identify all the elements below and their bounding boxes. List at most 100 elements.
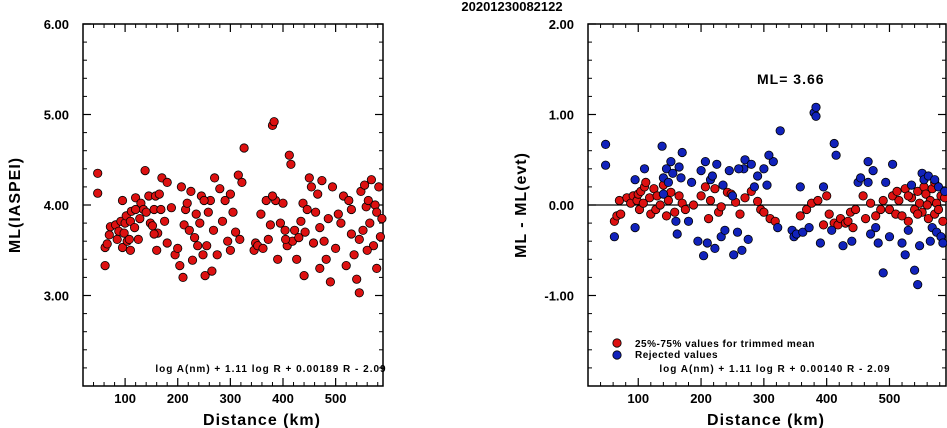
rejected-point: [798, 227, 808, 237]
data-point: [193, 241, 203, 251]
rejected-point: [933, 182, 944, 192]
data-point: [190, 233, 200, 243]
data-point: [795, 211, 805, 221]
y-tick-label: 5.00: [44, 108, 69, 123]
data-point: [822, 191, 832, 201]
data-point: [843, 216, 853, 226]
rejected-point: [795, 182, 805, 192]
data-point: [210, 173, 220, 183]
data-point: [269, 117, 279, 127]
rejected-point: [729, 250, 739, 260]
rejected-point: [914, 241, 925, 251]
data-point: [119, 228, 129, 238]
data-point: [195, 218, 205, 228]
data-point: [688, 200, 699, 210]
rejected-point: [657, 141, 667, 151]
data-point: [644, 193, 655, 203]
data-point: [140, 166, 150, 176]
legend-rejected-label: Rejected values: [635, 350, 718, 361]
data-point: [680, 204, 691, 215]
data-point: [149, 229, 159, 239]
data-points: [93, 117, 387, 298]
data-point: [818, 220, 829, 230]
data-point: [366, 175, 376, 185]
data-point: [198, 250, 208, 260]
rejected-point: [938, 238, 947, 248]
rejected-point: [724, 166, 734, 176]
rejected-point: [677, 147, 687, 158]
data-point: [212, 250, 222, 260]
data-point: [200, 270, 210, 281]
y-axis-label: ML(IASPEI): [7, 157, 24, 253]
data-point: [363, 195, 373, 206]
rejected-point: [831, 150, 841, 160]
data-point: [372, 263, 382, 273]
data-point: [178, 272, 188, 282]
rejected-point: [884, 232, 895, 242]
data-point: [330, 243, 341, 253]
data-point: [133, 234, 143, 244]
figure-title: 20201230082122: [461, 0, 562, 14]
data-point: [286, 159, 296, 169]
rejected-point: [868, 166, 878, 176]
ml-residual-panel: 100 200 300 400 500 -1.00 0.00 1.00 2.00 ML - ML…: [513, 17, 947, 428]
data-point: [93, 188, 103, 198]
rejected-point: [775, 126, 785, 136]
rejected-point: [740, 155, 750, 165]
data-point: [261, 195, 271, 206]
data-point: [914, 198, 925, 208]
rejected-point: [863, 177, 873, 187]
rejected-point: [873, 238, 883, 248]
data-point: [162, 238, 172, 248]
data-point: [375, 232, 385, 242]
data-point: [187, 255, 198, 265]
rejected-point: [811, 111, 821, 121]
data-point: [125, 216, 135, 226]
data-point: [223, 236, 233, 246]
data-point: [716, 202, 726, 212]
rejected-point: [804, 223, 814, 233]
data-point: [801, 204, 812, 215]
formula-label: log A(nm) + 1.11 log R + 0.00189 R - 2.0…: [155, 364, 386, 375]
data-point: [319, 236, 329, 246]
data-point: [112, 234, 122, 244]
rejected-point: [887, 159, 898, 169]
data-point: [641, 177, 651, 187]
rejected-point: [696, 166, 706, 176]
data-point: [752, 196, 763, 206]
rejected-point: [712, 159, 722, 169]
rejected-point: [732, 227, 743, 237]
rejected-point: [630, 175, 640, 185]
data-point: [292, 254, 302, 264]
rejected-point: [698, 251, 709, 261]
data-point: [354, 288, 364, 298]
data-point: [278, 198, 288, 208]
data-point: [267, 191, 278, 201]
formula-label: log A(nm) + 1.11 log R + 0.00140 R - 2.0…: [659, 364, 890, 375]
data-point: [186, 186, 196, 196]
data-point: [207, 266, 217, 276]
rejected-point: [727, 191, 738, 201]
data-point: [850, 204, 861, 215]
data-point: [759, 207, 769, 217]
y-tick-label: -1.00: [544, 289, 574, 304]
data-point: [147, 221, 158, 231]
data-point: [848, 223, 858, 233]
data-point: [217, 216, 228, 226]
rejected-point: [847, 236, 857, 246]
data-point: [280, 225, 290, 235]
rejected-point: [658, 189, 669, 199]
data-point: [317, 176, 327, 186]
rejected-point: [768, 157, 778, 167]
data-point: [638, 198, 648, 208]
data-point: [302, 204, 312, 215]
rejected-point: [668, 168, 678, 178]
data-point: [663, 195, 674, 206]
data-point: [156, 204, 166, 215]
rejected-point: [930, 175, 940, 185]
data-point: [705, 195, 716, 206]
data-point: [703, 214, 714, 224]
data-point: [239, 143, 249, 153]
data-point: [231, 227, 241, 237]
